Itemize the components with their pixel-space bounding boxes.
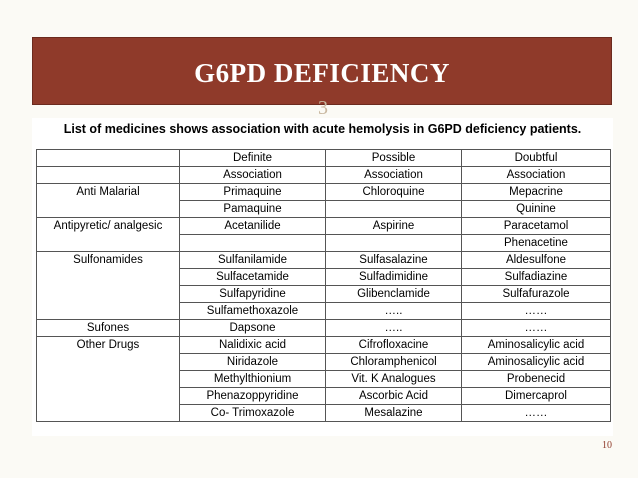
- table-panel: List of medicines shows association with…: [32, 118, 613, 436]
- drug-cell: Glibenclamide: [325, 285, 462, 303]
- drug-cell: Chloramphenicol: [325, 353, 462, 371]
- drug-cell: Sulfadimidine: [325, 268, 462, 286]
- drug-cell: Chloroquine: [325, 183, 462, 201]
- drug-cell: Quinine: [461, 200, 611, 218]
- category-cell: Other Drugs: [36, 336, 180, 422]
- drug-cell: Dimercaprol: [461, 387, 611, 405]
- column-header: Association: [461, 166, 611, 184]
- slide-title-bar: G6PD DEFICIENCY: [32, 37, 612, 105]
- drug-cell: Aldesulfone: [461, 251, 611, 269]
- drug-cell: Nalidixic acid: [179, 336, 326, 354]
- drug-cell: Sulfapyridine: [179, 285, 326, 303]
- table-row: Anti Malarial Primaquine Chloroquine Mepacr…: [36, 183, 611, 218]
- category-cell: Sulfonamides: [36, 251, 180, 320]
- drug-cell: Pamaquine: [179, 200, 326, 218]
- slide-mark: 3: [318, 97, 328, 119]
- column-header: Association: [325, 166, 462, 184]
- drug-cell: Primaquine: [179, 183, 326, 201]
- column-header: Definite: [179, 149, 326, 167]
- drug-cell: ……: [461, 404, 611, 422]
- drug-cell: Sulfasalazine: [325, 251, 462, 269]
- table-row: Co- Trimoxazole Mesalazine……: [37, 404, 611, 422]
- drug-cell: Aspirine: [325, 217, 462, 235]
- table-row: Methylthionium Vit. K Analogues Probenecid: [37, 370, 611, 388]
- drug-cell: Mepacrine: [461, 183, 611, 201]
- drug-cell: Dapsone: [179, 319, 326, 337]
- drug-cell: Vit. K Analogues: [325, 370, 462, 388]
- slide-title: G6PD DEFICIENCY: [194, 58, 450, 88]
- category-cell: Anti Malarial: [36, 183, 180, 218]
- table-row: Sulfacetamide Sulfadimidine Sulfadiazine: [37, 268, 611, 286]
- column-header: Doubtful: [461, 149, 611, 167]
- page-number: 10: [602, 440, 612, 451]
- table-row: Other Drugs Nalidixic acid Cifrofloxacine A…: [36, 336, 611, 422]
- drug-cell: [325, 200, 462, 218]
- table-row: Sufones Dapsone…..……: [36, 319, 611, 337]
- drug-cell: Phenazoppyridine: [179, 387, 326, 405]
- drug-cell: Ascorbic Acid: [325, 387, 462, 405]
- column-header: [36, 166, 180, 184]
- table-row: Antipyretic/ analgesic Acetanilide Aspirin…: [36, 217, 611, 252]
- category-cell: Antipyretic/ analgesic: [36, 217, 180, 252]
- table-header-row: Association Association Association: [36, 166, 611, 184]
- drug-cell: Probenecid: [461, 370, 611, 388]
- drug-cell: Sulfafurazole: [461, 285, 611, 303]
- table-row: Niridazole Chloramphenicol Aminosalicylic …: [37, 353, 611, 371]
- drug-cell: Paracetamol: [461, 217, 611, 235]
- drug-cell: Acetanilide: [179, 217, 326, 235]
- drug-cell: Phenacetine: [461, 234, 611, 252]
- table-row: Sulfonamides Sulfanilamide Sulfasalazine Al…: [36, 251, 611, 320]
- drug-cell: Co- Trimoxazole: [179, 404, 326, 422]
- drug-cell: …..: [325, 319, 462, 337]
- drug-cell: Niridazole: [179, 353, 326, 371]
- drug-cell: Methylthionium: [179, 370, 326, 388]
- table-header-row: Definite Possible Doubtful: [36, 149, 611, 167]
- table-caption: List of medicines shows association with…: [63, 122, 582, 136]
- drug-cell: Sulfacetamide: [179, 268, 326, 286]
- drug-cell: Aminosalicylic acid: [461, 336, 611, 354]
- drug-cell: [325, 234, 462, 252]
- column-header: [36, 149, 180, 167]
- column-header: Possible: [325, 149, 462, 167]
- drug-cell: ……: [461, 319, 611, 337]
- drug-cell: Sulfadiazine: [461, 268, 611, 286]
- drug-cell: Mesalazine: [325, 404, 462, 422]
- drug-cell: Cifrofloxacine: [325, 336, 462, 354]
- drug-cell: Sulfamethoxazole: [179, 302, 326, 320]
- drug-cell: …..: [325, 302, 462, 320]
- drug-cell: Sulfanilamide: [179, 251, 326, 269]
- drug-cell: ……: [461, 302, 611, 320]
- category-cell: Sufones: [36, 319, 180, 337]
- table-row: Phenacetine: [37, 234, 611, 252]
- drug-cell: [179, 234, 326, 252]
- medicine-table: Definite Possible Doubtful Association Assoc…: [36, 149, 611, 422]
- column-header: Association: [179, 166, 326, 184]
- drug-cell: Aminosalicylic acid: [461, 353, 611, 371]
